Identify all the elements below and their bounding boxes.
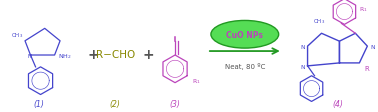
Text: R−CHO: R−CHO (96, 50, 135, 59)
Text: CH$_3$: CH$_3$ (313, 17, 325, 26)
Text: R: R (364, 65, 369, 71)
Text: (2): (2) (110, 99, 121, 108)
Text: (3): (3) (170, 99, 180, 108)
Text: NH$_2$: NH$_2$ (57, 52, 71, 61)
Text: R$_1$: R$_1$ (359, 5, 368, 14)
Text: N: N (28, 53, 31, 58)
Text: Neat, 80 ºC: Neat, 80 ºC (225, 63, 265, 70)
Text: +: + (88, 48, 99, 61)
Text: R$_1$: R$_1$ (192, 77, 201, 85)
Text: N: N (300, 44, 305, 49)
Text: N: N (370, 44, 375, 49)
Text: N: N (300, 65, 305, 70)
Text: CH$_3$: CH$_3$ (11, 31, 23, 39)
Text: (4): (4) (332, 99, 343, 108)
Text: CuO NPs: CuO NPs (226, 30, 263, 39)
Text: (1): (1) (33, 99, 44, 108)
Text: +: + (143, 48, 154, 61)
Ellipse shape (211, 21, 279, 49)
